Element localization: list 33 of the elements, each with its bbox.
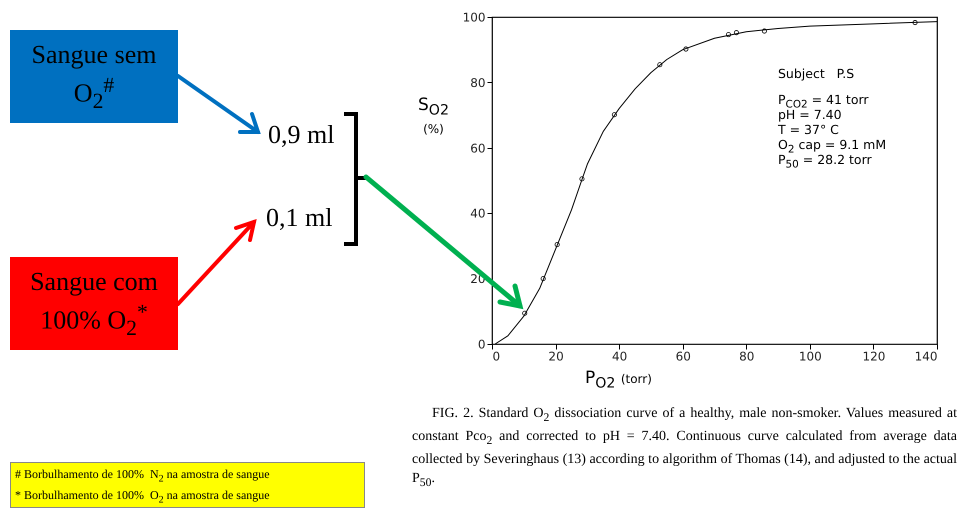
point (734, 30, 739, 36)
point (762, 28, 767, 34)
y-tick-label: 0 (478, 338, 486, 352)
x-tick-label: 20 (548, 350, 564, 364)
x-axis-title: P$_{O2}$ (torr) (585, 368, 652, 392)
y-tick-label: 80 (470, 76, 486, 90)
x-tick-label: 140 (914, 350, 938, 364)
text: # Borbulhamento de 100% N$_{2}$ na amostra de sangue (15, 466, 271, 486)
text: 0,9 ml (268, 120, 334, 149)
point (912, 20, 918, 26)
text: * Borbulhamento de 100% O$_{2}$ na amostra de sangue (15, 487, 271, 508)
text: 0,1 ml (266, 203, 332, 232)
point (579, 176, 584, 182)
x-tick-label: 100 (798, 350, 822, 364)
x-tick-label: 60 (676, 350, 691, 364)
text: FIG. 2. Standard O$_{2}$ dissociation curve of a healthy, male non-smoker. Values measured at constant Pco$_{2}$ and corrected to pH = 7.40. Continuous curve calculated from average data collected by Severinghaus (13) according to algorithm of Thomas (14), and adjusted to the actual P$_{50}$. (412, 406, 958, 488)
y-axis-title: S$_{O2}$ (%) (418, 95, 449, 138)
point (522, 310, 528, 316)
point (657, 62, 662, 68)
x-tick-label: 120 (862, 350, 886, 364)
point (554, 242, 560, 248)
x-tick-label: 80 (739, 350, 754, 364)
y-tick-label: 100 (462, 10, 486, 24)
x-tick-label: 40 (612, 350, 628, 364)
y-tick-label: 40 (470, 206, 486, 221)
y-tick-label: 60 (470, 141, 486, 156)
point (683, 46, 688, 52)
point (726, 32, 732, 38)
point (540, 276, 546, 282)
annotation: Subject P.S (778, 66, 854, 81)
x-tick-label: 0 (492, 350, 500, 364)
point (612, 112, 617, 118)
annotation: T = 37° C (778, 122, 839, 137)
